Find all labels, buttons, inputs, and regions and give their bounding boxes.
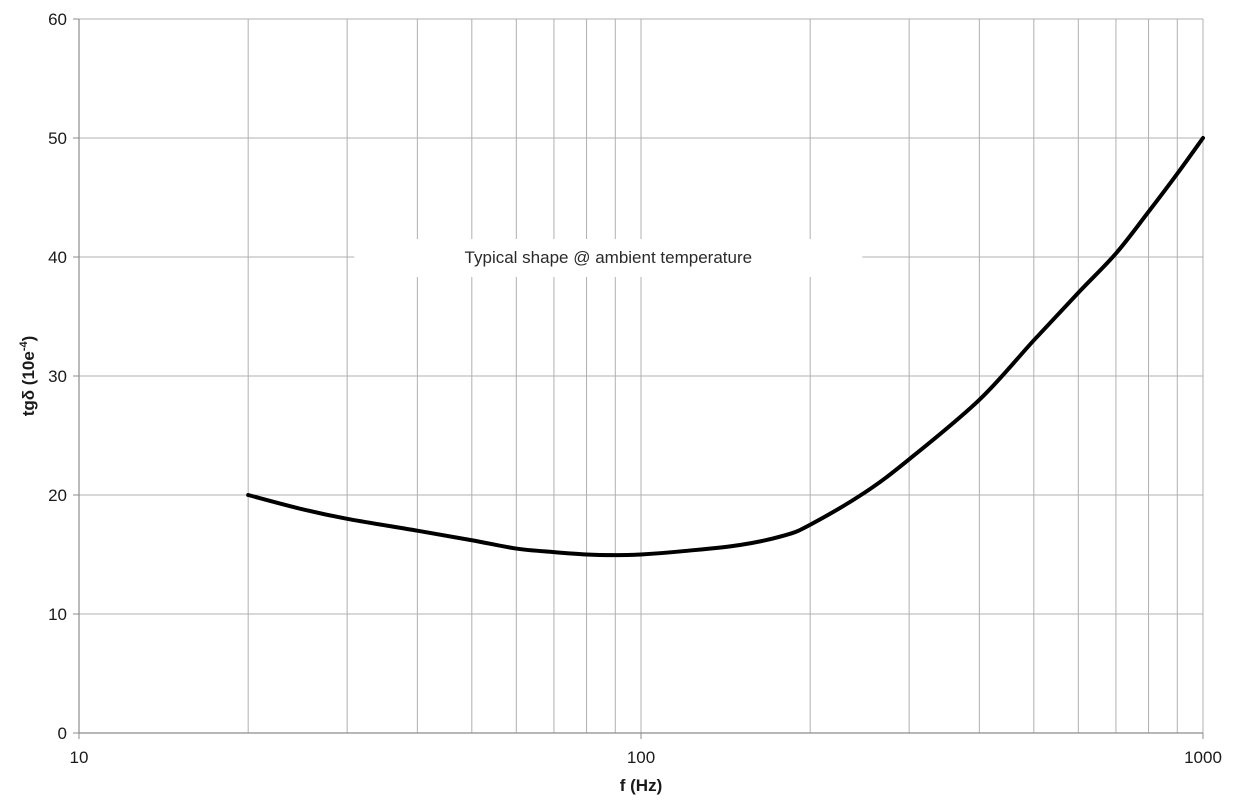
x-axis-title: f (Hz) bbox=[620, 776, 662, 795]
series-line bbox=[246, 136, 1205, 558]
y-tick-label: 10 bbox=[48, 605, 67, 624]
series-group bbox=[246, 136, 1205, 558]
y-axis-title-sup: -4 bbox=[18, 341, 30, 352]
y-axis-title-main: tgδ (10e bbox=[19, 351, 38, 416]
grid-lines bbox=[79, 18, 1204, 733]
y-tick-label: 20 bbox=[48, 486, 67, 505]
y-tick-label: 0 bbox=[58, 724, 67, 743]
annotation-label: Typical shape @ ambient temperature bbox=[465, 248, 753, 267]
annotation-group: Typical shape @ ambient temperature bbox=[354, 239, 863, 277]
y-axis-title: tgδ (10e-4) bbox=[18, 336, 38, 417]
y-tick-label: 60 bbox=[48, 10, 67, 29]
x-tick-label: 100 bbox=[627, 748, 655, 767]
y-axis-title-end: ) bbox=[19, 336, 38, 342]
x-tick-label: 1000 bbox=[1184, 748, 1222, 767]
y-tick-label: 50 bbox=[48, 129, 67, 148]
x-tick-label: 10 bbox=[70, 748, 89, 767]
axes bbox=[73, 18, 1204, 739]
y-tick-label: 30 bbox=[48, 367, 67, 386]
y-tick-label: 40 bbox=[48, 248, 67, 267]
annotation-background bbox=[354, 239, 863, 277]
